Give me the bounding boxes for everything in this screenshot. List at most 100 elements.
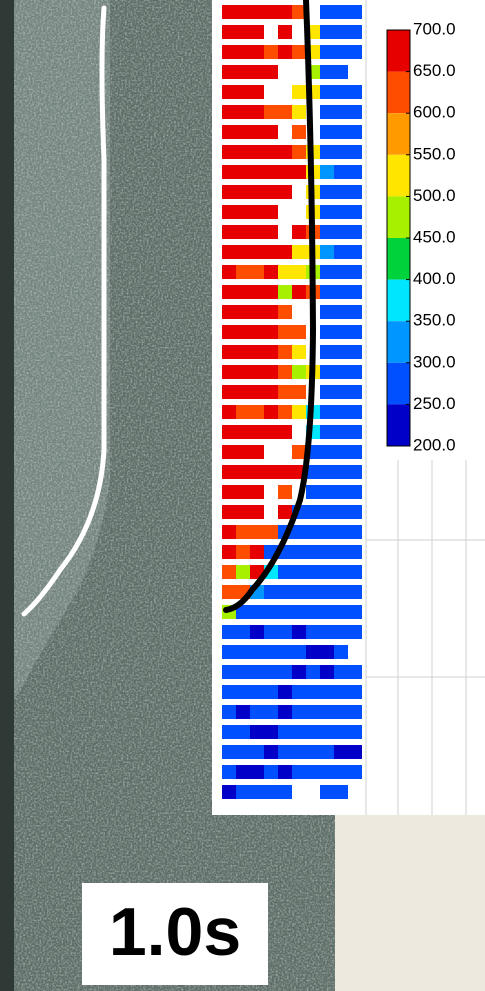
heatmap-cell [306,705,320,719]
heatmap-cell [348,465,362,479]
heatmap-cell [250,625,264,639]
heatmap-cell [334,625,348,639]
heatmap-cell [236,545,250,559]
colorbar-tick-label: 450.0 [413,227,456,246]
heatmap-cell [334,605,348,619]
heatmap-cell [320,685,334,699]
heatmap-cell [292,745,306,759]
heatmap-cell [348,705,362,719]
heatmap-cell [334,585,348,599]
heatmap-cell [334,325,348,339]
heatmap-cell [348,85,362,99]
heatmap-cell [320,665,334,679]
heatmap-cell [334,385,348,399]
heatmap-cell [334,705,348,719]
heatmap-cell [292,405,306,419]
heatmap-cell [320,385,334,399]
heatmap-cell [236,345,250,359]
heatmap-cell [320,785,334,799]
heatmap-cell [320,725,334,739]
heatmap-cell [236,505,250,519]
heatmap-cell [264,705,278,719]
heatmap-cell [292,325,306,339]
heatmap-cell [320,285,334,299]
heatmap-cell [348,305,362,319]
heatmap-cell [236,785,250,799]
heatmap-cell [236,465,250,479]
heatmap-cell [292,245,306,259]
colorbar-tick-label: 600.0 [413,103,456,122]
heatmap-cell [334,265,348,279]
heatmap-cell [236,225,250,239]
heatmap-cell [292,705,306,719]
heatmap-cell [320,345,334,359]
heatmap-cell [250,365,264,379]
heatmap-cell [278,565,292,579]
heatmap-cell [264,285,278,299]
heatmap-cell [306,585,320,599]
heatmap-cell [292,685,306,699]
heatmap-cell [348,505,362,519]
heatmap-cell [320,505,334,519]
heatmap-cell [348,205,362,219]
colorbar-bin [387,280,410,322]
colorbar-tick-label: 300.0 [413,352,456,371]
heatmap-cell [278,165,292,179]
heatmap-cell [334,225,348,239]
heatmap-cell [222,325,236,339]
heatmap-cell [222,5,236,19]
heatmap-cell [348,105,362,119]
heatmap-cell [278,425,292,439]
heatmap-cell [334,645,348,659]
heatmap-cell [306,745,320,759]
heatmap-cell [236,485,250,499]
heatmap-cell [222,545,236,559]
heatmap-cell [250,105,264,119]
heatmap-cell [320,25,334,39]
heatmap-cell [348,165,362,179]
heatmap-cell [250,345,264,359]
heatmap-cell [320,65,334,79]
colorbar-tick-label: 200.0 [413,435,456,454]
heatmap-cell [334,125,348,139]
heatmap-cell [320,265,334,279]
heatmap-cell [334,305,348,319]
heatmap-cell [264,585,278,599]
heatmap-cell [334,745,348,759]
heatmap-cell [320,305,334,319]
heatmap-cell [278,765,292,779]
heatmap-cell [348,125,362,139]
heatmap-cell [334,185,348,199]
heatmap-cell [250,25,264,39]
heatmap-cell [334,685,348,699]
heatmap-cell [334,665,348,679]
heatmap-cell [222,185,236,199]
heatmap-cell [236,645,250,659]
heatmap-cell [222,685,236,699]
heatmap-cell [222,525,236,539]
heatmap-cell [222,625,236,639]
heatmap-cell [334,545,348,559]
heatmap-cell [292,45,306,59]
heatmap-cell [250,725,264,739]
heatmap-cell [250,465,264,479]
heatmap-cell [320,705,334,719]
heatmap-cell [320,465,334,479]
heatmap-cell [264,185,278,199]
heatmap-cell [320,245,334,259]
heatmap-cell [250,125,264,139]
heatmap-cell [348,525,362,539]
heatmap-cell [320,605,334,619]
heatmap-cell [222,285,236,299]
heatmap-cell [334,425,348,439]
heatmap-cell [292,345,306,359]
heatmap-cell [236,725,250,739]
heatmap-cell [292,765,306,779]
heatmap-cell [222,465,236,479]
heatmap-cell [222,225,236,239]
heatmap-cell [250,145,264,159]
heatmap-cell [334,205,348,219]
heatmap-cell [292,385,306,399]
heatmap-cell [292,265,306,279]
heatmap-cell [250,745,264,759]
